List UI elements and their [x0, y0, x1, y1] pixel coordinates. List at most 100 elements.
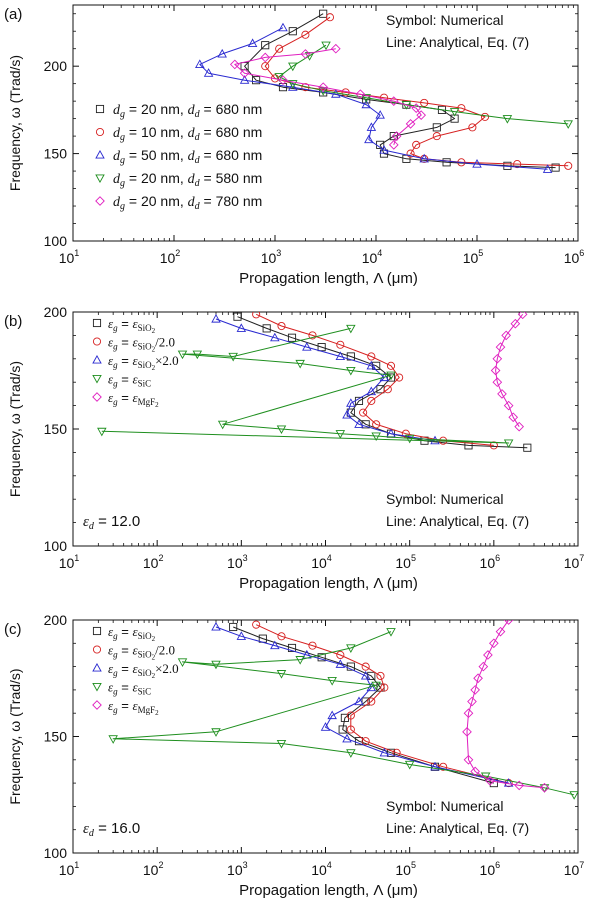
- series-4-point: [416, 110, 426, 120]
- series-2-point: [302, 342, 312, 351]
- y-axis-label: Frequency, ω (Trad/s): [7, 361, 23, 497]
- series-2-point: [354, 696, 364, 706]
- y-tick-label: 200: [44, 612, 68, 628]
- series-3-point: [295, 656, 305, 665]
- panel-label: (c): [4, 621, 22, 638]
- series-0-point: [319, 9, 328, 18]
- y-axis-label: Frequency, ω (Trad/s): [7, 55, 23, 191]
- series-4-point: [411, 103, 422, 113]
- series-4-point: [501, 330, 511, 341]
- y-tick-label: 150: [44, 421, 68, 437]
- series-3-point: [276, 670, 287, 679]
- series-1-point: [380, 683, 389, 692]
- series-4-point: [488, 638, 499, 649]
- series-0-point: [523, 443, 532, 452]
- series-2-point: [542, 164, 553, 173]
- legend-symbol: [95, 149, 105, 159]
- legend-symbol: [92, 374, 102, 384]
- legend-symbol: [95, 127, 105, 137]
- series-0-point: [261, 41, 270, 50]
- series-4-point: [330, 43, 341, 54]
- series-3-point: [211, 660, 221, 670]
- series-0-point: [389, 132, 398, 141]
- series-4-point: [478, 661, 489, 672]
- x-tick-label: 101: [59, 248, 80, 266]
- series-1-point: [412, 140, 421, 149]
- series-0-point: [317, 653, 326, 662]
- x-tick-label: 103: [227, 553, 248, 571]
- chart-panel-2: 101 102 103 104 105 106 107 100 150 200: [44, 612, 585, 878]
- series-4-point: [473, 673, 483, 684]
- series-3-point: [217, 420, 228, 430]
- series-4-point: [405, 119, 416, 129]
- series-3-point: [569, 791, 578, 800]
- series-2-point: [366, 360, 377, 370]
- series-0-point: [233, 312, 242, 321]
- series-1-point: [439, 762, 448, 771]
- series-3-point: [539, 784, 550, 793]
- series-0-point: [338, 725, 347, 734]
- series-1-point: [336, 650, 345, 660]
- series-2-point: [472, 159, 482, 168]
- series-1-point: [468, 123, 477, 132]
- series-1-point: [386, 361, 396, 370]
- legend-entry: εg = εSiO2: [108, 316, 156, 335]
- series-3-point: [177, 350, 188, 360]
- legend-entry: dg = 20 nm, dd = 780 nm: [113, 193, 262, 212]
- series-1-point: [367, 396, 376, 405]
- series-0-point: [386, 373, 396, 382]
- series-0-point: [262, 324, 271, 333]
- series-2-point: [217, 48, 227, 58]
- y-tick-label: 100: [44, 538, 68, 554]
- series-3-point: [502, 115, 513, 124]
- series-1-point: [301, 30, 310, 39]
- series-1-point: [480, 112, 490, 121]
- series-4-line: [234, 48, 422, 146]
- y-tick-label: 100: [44, 233, 68, 249]
- legend-entry: εg = εSiO2: [108, 624, 156, 643]
- legend-entry: εg = εSiO2×2.0: [108, 661, 179, 680]
- series-0-point: [252, 76, 261, 85]
- series-2-point: [236, 631, 247, 640]
- x-tick-label: 104: [311, 860, 332, 878]
- legend-entry: dg = 20 nm, dd = 680 nm: [113, 101, 262, 120]
- y-tick-label: 200: [44, 58, 68, 74]
- legend-symbol: [95, 104, 105, 114]
- series-4-point: [510, 318, 521, 329]
- series-0-point: [386, 748, 396, 757]
- chart-panel-0: 101 102 103 104 105 106 100 150 200: [44, 4, 584, 266]
- series-1-point: [564, 161, 573, 170]
- x-tick-label: 105: [395, 860, 416, 878]
- series-4-point: [503, 620, 514, 625]
- annotation-line: Symbol: Numerical: [386, 798, 503, 814]
- x-axis-label: Propagation length, Λ (μm): [239, 882, 418, 899]
- series-1-point: [513, 160, 522, 169]
- series-0-point: [442, 158, 451, 167]
- y-axis-label: Frequency, ω (Trad/s): [7, 668, 23, 804]
- legend-entry: εg = εSiO2/2.0: [108, 643, 175, 662]
- series-4-point: [229, 59, 240, 70]
- series-2-point: [379, 747, 390, 757]
- series-1-point: [359, 408, 368, 417]
- series-3-point: [327, 677, 337, 686]
- series-4-point: [355, 89, 366, 99]
- series-4-point: [492, 377, 503, 388]
- series-2-point: [327, 710, 337, 720]
- series-2-point: [360, 670, 371, 680]
- plot-area: [97, 312, 532, 452]
- series-3-point: [346, 749, 356, 758]
- series-3-point: [404, 434, 415, 444]
- series-3-point: [108, 735, 118, 744]
- series-4-point: [462, 727, 472, 737]
- series-2-point: [211, 313, 221, 323]
- plot-area: [195, 9, 573, 173]
- epsilon-d-note: εd = 16.0: [83, 820, 140, 839]
- series-2-point: [342, 409, 352, 419]
- series-4-point: [485, 775, 495, 786]
- series-0-point: [288, 27, 297, 36]
- series-2-point: [331, 89, 341, 98]
- series-4-point: [388, 96, 399, 106]
- series-4-line: [466, 620, 545, 789]
- panel-label: (a): [4, 6, 22, 23]
- x-tick-label: 104: [311, 553, 332, 571]
